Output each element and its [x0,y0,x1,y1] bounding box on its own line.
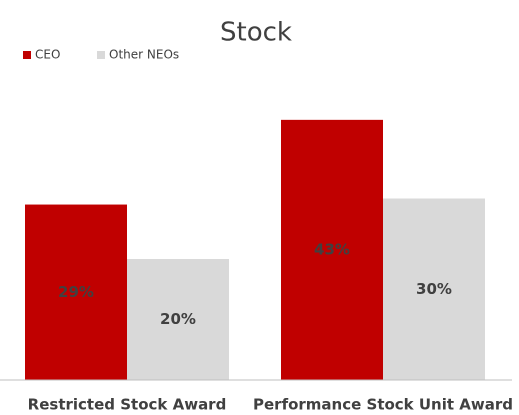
bar [127,259,229,380]
legend-label: Other NEOs [109,48,179,62]
value-label: 29% [58,283,94,301]
value-label: 43% [314,240,350,258]
bar [25,204,127,380]
chart-title: Stock [220,18,292,48]
bar [383,198,485,380]
value-label: 30% [416,280,452,298]
bar [281,119,383,380]
x-tick-label: Performance Stock Unit Award [253,396,513,412]
value-label: 20% [160,310,196,328]
legend-swatch [23,51,31,59]
legend-label: CEO [35,48,60,62]
x-tick-label: Restricted Stock Award [28,396,227,412]
legend-swatch [97,51,105,59]
